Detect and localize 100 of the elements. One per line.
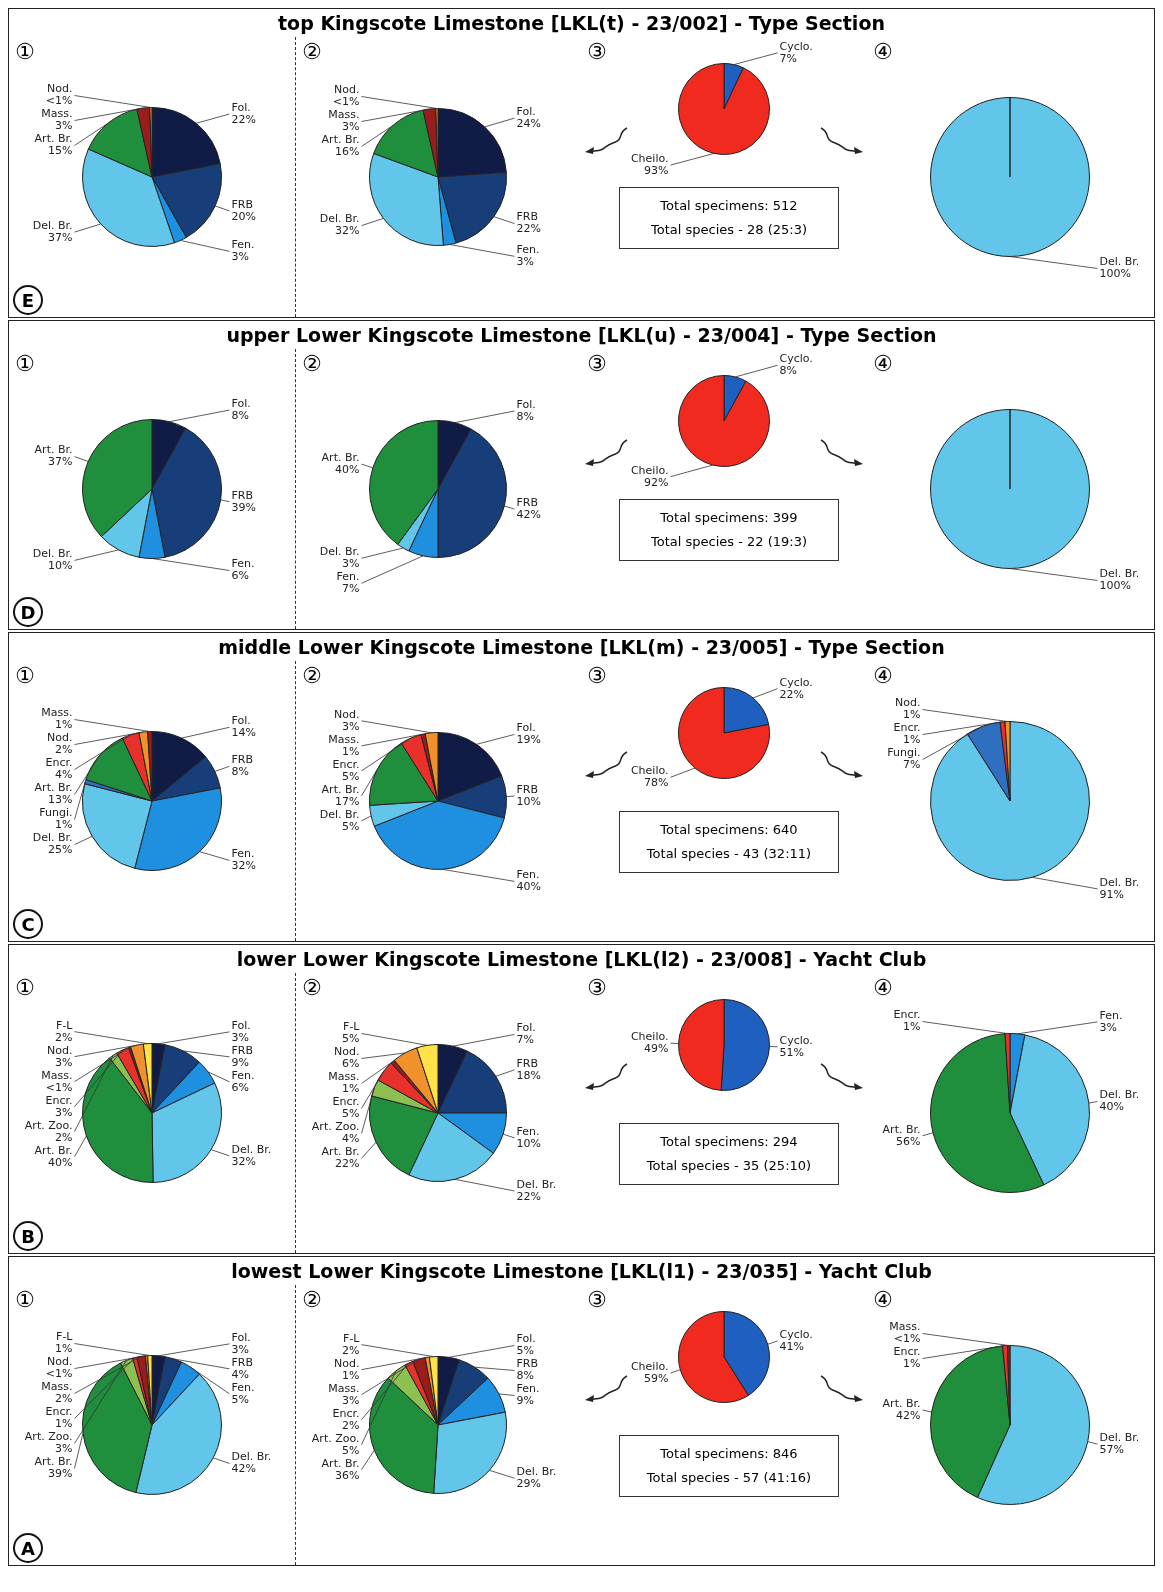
slice-label: Encr.	[332, 1406, 360, 1420]
slice-label: Fen.	[516, 868, 540, 882]
data-label: <1%	[332, 95, 360, 109]
slice-label: Cheilo.	[630, 1359, 669, 1373]
data-label: 9%	[516, 1394, 534, 1408]
slice-label: Nod.	[334, 1356, 360, 1370]
slice-label: Mass.	[41, 1380, 73, 1394]
text: ④	[873, 351, 893, 376]
data-label: 1%	[55, 818, 73, 832]
data-label: 39%	[48, 1467, 73, 1481]
text: middle Lower Kingscote Limestone [LKL(m) - 23/005] - Type Section	[217, 635, 946, 660]
data-label: 3%	[231, 250, 249, 264]
data-label: 3%	[231, 1030, 249, 1044]
data-label: 39%	[231, 500, 256, 514]
slice-label: Art. Br.	[321, 133, 360, 147]
text: ④	[873, 1287, 893, 1312]
data-label: 2%	[55, 1030, 73, 1044]
data-label: 7%	[516, 1033, 534, 1047]
data-label: 3%	[342, 1393, 360, 1407]
text: ②	[302, 663, 322, 688]
text: Total specimens: 640	[659, 821, 799, 839]
slice-label: Nod.	[334, 1045, 360, 1059]
data-label: 2%	[55, 1392, 73, 1406]
data-label: 3%	[516, 255, 534, 269]
text: ②	[302, 1287, 322, 1312]
slice-label: Cheilo.	[630, 1030, 669, 1044]
data-label: 32%	[231, 859, 256, 873]
text: A	[13, 1533, 43, 1563]
text: ①	[15, 39, 35, 64]
slice-label: Fol.	[231, 714, 251, 728]
text: ③	[587, 975, 607, 1000]
data-label: 22%	[779, 687, 804, 701]
slice-label: FRB	[516, 495, 539, 509]
slice-label: Del. Br.	[32, 218, 73, 232]
text: E	[13, 285, 43, 315]
data-label: 8%	[231, 408, 249, 422]
data-label: <1%	[893, 1332, 921, 1346]
data-label: 32%	[231, 1154, 256, 1168]
data-label: 5%	[342, 1107, 360, 1121]
data-label: 100%	[1099, 579, 1131, 593]
slice-label: FRB	[231, 1355, 254, 1369]
text: ①	[15, 663, 35, 688]
slice-label: Del. Br.	[319, 212, 360, 226]
slice-label: Encr.	[893, 1345, 921, 1359]
slice-label: Del. Br.	[319, 807, 360, 821]
data-label: 59%	[644, 1371, 669, 1385]
data-label: 3%	[55, 119, 73, 133]
text: ③	[587, 351, 607, 376]
slice-label: Nod.	[47, 1355, 73, 1369]
data-label: 3%	[231, 1342, 249, 1356]
slice-label: Del. Br.	[1099, 1431, 1140, 1445]
slice-label: Del. Br.	[231, 1450, 272, 1464]
slice-label: Art. Zoo.	[24, 1430, 73, 1444]
slice-label: Fol.	[231, 396, 251, 410]
data-label: 22%	[516, 1189, 541, 1203]
data-label: 1%	[903, 1357, 921, 1371]
data-label: 1%	[342, 744, 360, 758]
text: ④	[873, 39, 893, 64]
text: Total specimens: 846	[659, 1445, 799, 1463]
data-label: 1%	[55, 1417, 73, 1431]
slice-label: FRB	[516, 1357, 539, 1371]
text: ②	[302, 351, 322, 376]
data-label: 3%	[342, 719, 360, 733]
slice-label: Cheilo.	[630, 463, 669, 477]
slice-label: Mass.	[41, 107, 73, 121]
slice-label: FRB	[231, 488, 254, 502]
text: Total specimens: 399	[659, 509, 799, 527]
slice-label: Encr.	[893, 721, 921, 735]
slice-label: Nod.	[47, 731, 73, 745]
text: lowest Lower Kingscote Limestone [LKL(l1) - 23/035] - Yacht Club	[230, 1259, 933, 1284]
text: C	[13, 909, 43, 939]
data-label: 49%	[644, 1042, 669, 1056]
slice-label: F-L	[343, 1331, 361, 1345]
data-label: 8%	[516, 1369, 534, 1383]
slice-label: Art. Br.	[34, 1455, 73, 1469]
text: Total species - 57 (41:16)	[645, 1469, 813, 1487]
text: ①	[15, 975, 35, 1000]
data-label: 78%	[644, 776, 669, 790]
data-label: 22%	[231, 112, 256, 126]
slice-label: Fen.	[231, 847, 255, 861]
slice-label: Art. Br.	[34, 781, 73, 795]
slice-label: FRB	[231, 753, 254, 767]
data-label: 5%	[342, 1443, 360, 1457]
slice-label: Fen.	[516, 1382, 540, 1396]
slice-label: FRB	[516, 1056, 539, 1070]
slice-label: Cyclo.	[779, 675, 813, 689]
slice-label: Fol.	[516, 1332, 536, 1346]
data-label: 8%	[516, 409, 534, 423]
slice-label: Art. Br.	[321, 1456, 360, 1470]
data-label: 3%	[342, 557, 360, 571]
data-label: 92%	[644, 475, 669, 489]
text: ②	[302, 975, 322, 1000]
slice-label: Mass.	[41, 1068, 73, 1082]
slice-label: Art. Br.	[321, 1145, 360, 1159]
text: Total species - 22 (19:3)	[650, 533, 808, 551]
data-label: 3%	[55, 1442, 73, 1456]
data-label: <1%	[45, 94, 73, 108]
slice-label: Art. Zoo.	[311, 1120, 360, 1134]
data-label: 37%	[48, 455, 73, 469]
data-label: 2%	[342, 1343, 360, 1357]
